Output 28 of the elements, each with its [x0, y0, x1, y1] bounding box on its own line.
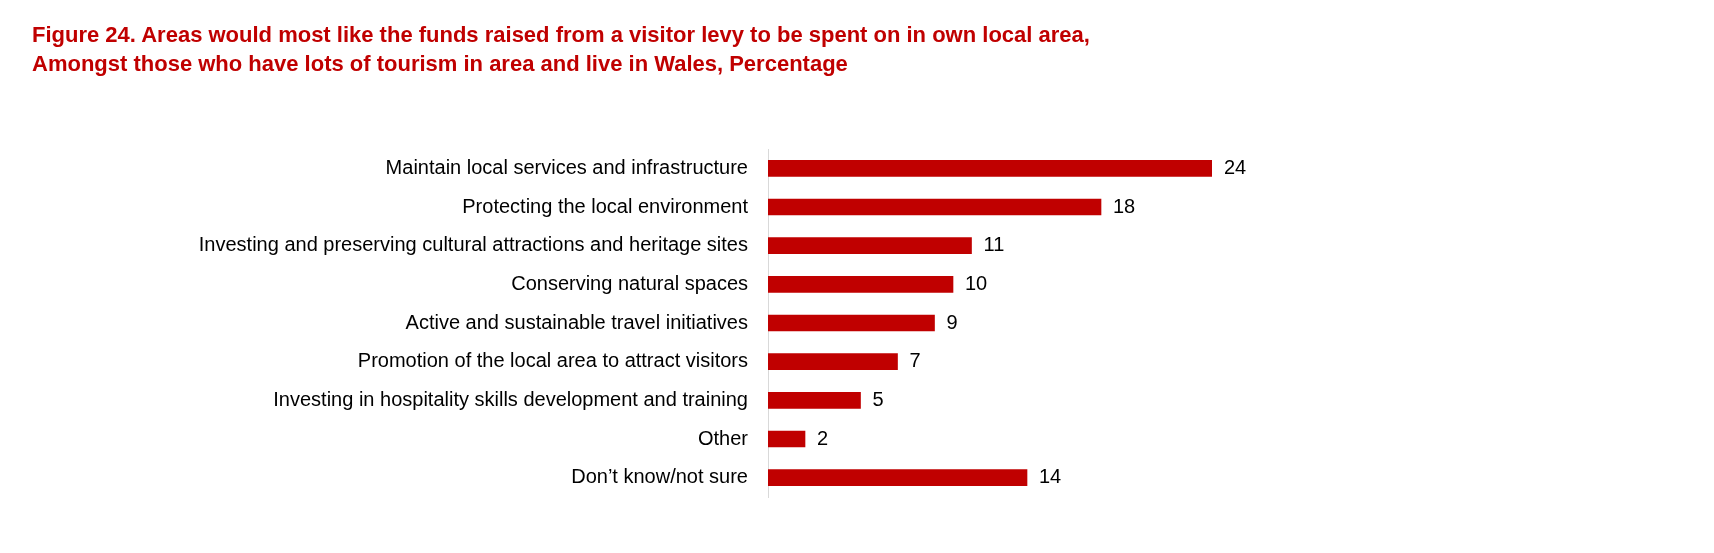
y-tick-label: Don’t know/not sure	[571, 465, 748, 488]
bar	[768, 276, 954, 293]
bar	[768, 198, 1102, 216]
data-label: 11	[983, 233, 1005, 256]
data-label: 9	[946, 310, 958, 333]
y-tick-label: Investing and preserving cultural attractions and heritage sites	[198, 233, 748, 256]
bar	[768, 392, 861, 409]
y-tick-label: Investing in hospitality skills development and training	[273, 387, 748, 410]
y-tick-label: Promotion of the local area to attract visitors	[357, 349, 748, 372]
data-label: 18	[1113, 194, 1136, 217]
y-tick-label: Conserving natural spaces	[511, 271, 748, 294]
bar	[768, 237, 972, 254]
bar	[768, 469, 1028, 486]
data-label: 5	[872, 387, 884, 410]
y-tick-label: Protecting the local environment	[462, 194, 749, 217]
y-tick-label: Maintain local services and infrastructure	[385, 155, 748, 178]
data-label: 14	[1039, 465, 1062, 488]
bar	[768, 430, 806, 448]
bar	[768, 160, 1212, 177]
y-tick-label: Other	[697, 426, 749, 449]
data-label: 10	[965, 271, 988, 294]
text: Figure 24. Areas would most like the funds raised from a visitor levy to be spent on in own local area, Amongst those who have lots of tourism in area and live in Wales, Percentage	[32, 21, 1090, 78]
data-label: 2	[817, 426, 829, 449]
y-tick-label: Active and sustainable travel initiatives	[405, 310, 748, 333]
bar	[768, 353, 898, 370]
data-label: 7	[909, 349, 921, 372]
data-label: 24	[1224, 155, 1247, 178]
bar	[768, 314, 935, 332]
